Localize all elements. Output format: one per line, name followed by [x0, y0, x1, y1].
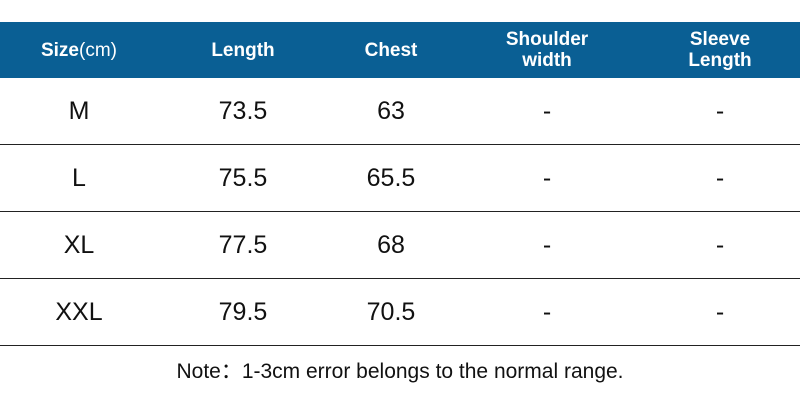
header-size-unit: (cm) [79, 39, 117, 61]
cell-shoulder-width: - [542, 230, 552, 259]
header-sleeve-length-label: Sleeve Length [688, 29, 752, 71]
cell-shoulder-width: - [542, 96, 552, 125]
cell-chest: 70.5 [366, 297, 416, 326]
table-row: XXL 79.5 70.5 - - [0, 279, 800, 346]
table-body: M 73.5 63 - - L 75.5 65.5 - - XL 77.5 68… [0, 78, 800, 346]
header-chest: Chest [328, 22, 454, 78]
cell-length: 73.5 [218, 96, 268, 125]
cell-size: M [68, 96, 90, 125]
cell-size: L [72, 163, 86, 192]
header-length-label: Length [211, 39, 275, 61]
cell-shoulder-width: - [542, 163, 552, 192]
cell-chest: 65.5 [366, 163, 416, 192]
header-size-label: Size [40, 39, 80, 61]
header-size: Size (cm) [0, 22, 158, 78]
size-note: Note：1-3cm error belongs to the normal r… [176, 360, 624, 383]
cell-chest: 63 [377, 96, 405, 125]
header-sleeve-length: Sleeve Length [640, 22, 800, 78]
table-header-row: Size (cm) Length Chest Shoulder width Sle… [0, 22, 800, 78]
table-row: XL 77.5 68 - - [0, 212, 800, 279]
cell-length: 79.5 [218, 297, 268, 326]
header-shoulder-width: Shoulder width [454, 22, 640, 78]
header-length: Length [158, 22, 328, 78]
cell-sleeve-length: - [715, 96, 725, 125]
cell-size: XXL [55, 297, 103, 326]
cell-size: XL [63, 230, 95, 259]
cell-shoulder-width: - [542, 297, 552, 326]
header-shoulder-width-label: Shoulder width [505, 29, 589, 71]
cell-length: 77.5 [218, 230, 268, 259]
cell-chest: 68 [377, 230, 405, 259]
cell-sleeve-length: - [715, 297, 725, 326]
cell-sleeve-length: - [715, 230, 725, 259]
cell-sleeve-length: - [715, 163, 725, 192]
table-row: L 75.5 65.5 - - [0, 145, 800, 212]
cell-length: 75.5 [218, 163, 268, 192]
table-row: M 73.5 63 - - [0, 78, 800, 145]
header-chest-label: Chest [364, 39, 418, 61]
